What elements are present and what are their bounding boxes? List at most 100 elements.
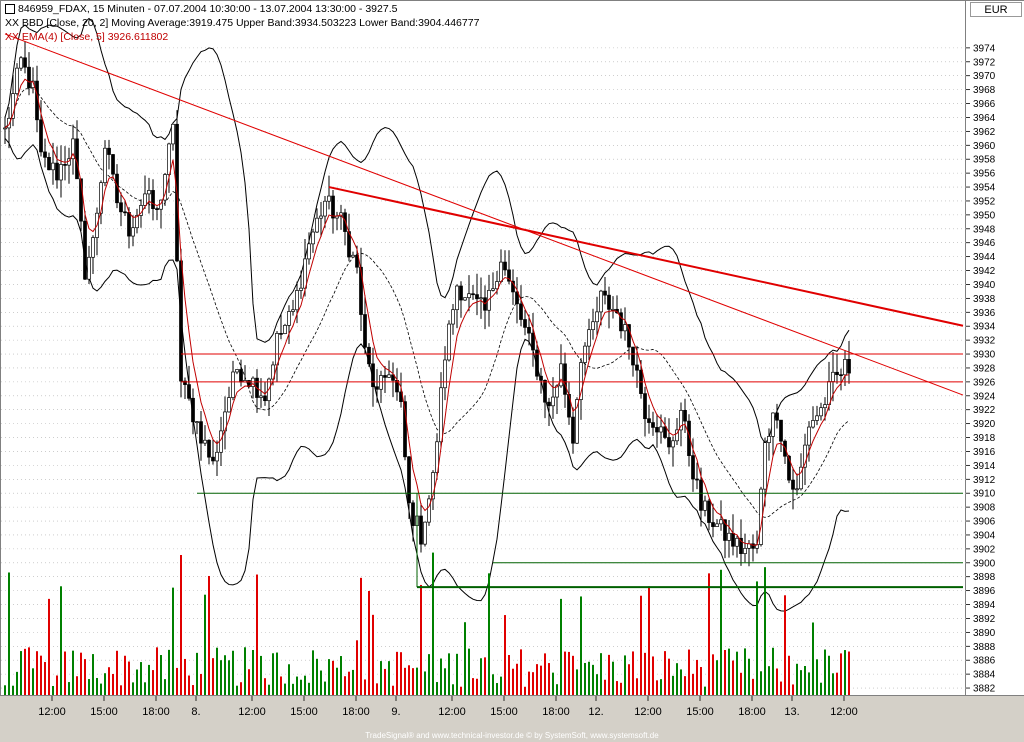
y-tick-label: 3940 [973,280,996,291]
volume-bar [172,587,174,695]
candle-body [527,327,531,334]
candle-body [59,164,63,181]
x-tick-label: 15:00 [90,706,118,718]
volume-bar [776,668,778,695]
candle-body [383,375,387,378]
volume-bar [788,655,790,695]
volume-bar [412,668,414,695]
volume-bar [308,682,310,695]
volume-bar [112,673,114,695]
volume-bar [280,676,282,695]
volume-bar [72,650,74,695]
y-tick-label: 3924 [973,391,996,402]
candle-body [227,397,231,413]
volume-bar [740,672,742,695]
x-tick-label: 15:00 [490,706,518,718]
y-tick-label: 3888 [973,642,996,653]
candle-body [387,374,391,378]
volume-bar [820,682,822,695]
candle-body [211,456,215,462]
y-tick-label: 3930 [973,350,996,361]
x-tick-label: 12:00 [634,706,662,718]
candle-body [671,440,675,448]
volume-bar [212,658,214,695]
y-tick-label: 3916 [973,447,996,458]
y-tick-label: 3952 [973,196,996,207]
y-tick-label: 3954 [973,183,996,194]
volume-bar [512,668,514,695]
volume-bar [692,673,694,695]
candle-body [475,294,479,300]
volume-bar [468,648,470,695]
candle-body [275,333,279,366]
volume-bar [168,649,170,695]
volume-bar [452,684,454,695]
volume-bar [116,650,118,695]
volume-bar [376,683,378,695]
candle-body [283,325,287,334]
candle-body [231,371,235,398]
volume-bar [836,672,838,695]
volume-bar [720,569,722,695]
candle-body [591,321,595,331]
y-tick-label: 3944 [973,252,996,263]
candle-body [103,147,107,184]
candle-body [835,371,839,376]
volume-bar [840,653,842,695]
y-tick-label: 3894 [973,600,996,611]
price-chart-panel[interactable]: 846959_FDAX, 15 Minuten - 07.07.2004 10:… [0,0,967,696]
volume-bar [184,658,186,695]
y-tick-label: 3900 [973,558,996,569]
volume-bar [408,665,410,695]
time-axis[interactable]: 12:00 15:00 18:00 8. 12:00 15:00 18:00 9. 12:00 1… [0,696,966,730]
volume-bar [664,651,666,695]
volume-bar [404,667,406,695]
candle-body [715,523,719,527]
candle-body [235,369,239,373]
volume-bar [680,669,682,695]
volume-bar [464,622,466,695]
candle-body [503,261,507,271]
volume-bar [800,670,802,695]
candle-body [743,547,747,554]
volume-bar [392,685,394,695]
candle-body [167,143,171,175]
volume-bar [612,661,614,695]
volume-bar [80,652,82,695]
volume-bar [428,654,430,695]
candle-body [47,157,51,171]
candle-body [419,515,423,545]
candle-body [723,519,727,541]
y-tick-label: 3932 [973,336,996,347]
y-tick-label: 3962 [973,127,996,138]
candle-body [351,254,355,258]
candle-body [719,519,723,525]
candle-body [535,349,539,377]
x-tick-label: 12:00 [830,706,858,718]
volume-bar [132,682,134,695]
x-tick-label: 12:00 [38,706,66,718]
y-tick-label: 3970 [973,71,996,82]
volume-bar [812,622,814,695]
candle-body [695,478,699,481]
y-tick-label: 3948 [973,224,996,235]
volume-bar [540,665,542,695]
candle-body [667,437,671,448]
volume-bar [96,677,98,695]
candle-body [559,363,563,387]
volume-bar [448,653,450,695]
candle-body [455,285,459,311]
candle-body [319,215,323,219]
volume-bar [348,671,350,695]
candle-body [435,441,439,473]
price-axis[interactable]: 3974 3972 3970 3968 3966 3964 3962 3960 3958 3956… [966,0,1024,696]
volume-bar [400,652,402,695]
time-axis-labels: 12:00 15:00 18:00 8. 12:00 15:00 18:00 9. 12:00 1… [38,696,858,718]
volume-bar [40,655,42,695]
candle-body [683,410,687,422]
volume-bar [652,656,654,695]
ema-legend: XX EMA(4) [Close, 5] 3926.611802 [5,31,169,43]
volume-bar [564,651,566,695]
candle-body [531,332,535,351]
volume-bar [500,676,502,695]
